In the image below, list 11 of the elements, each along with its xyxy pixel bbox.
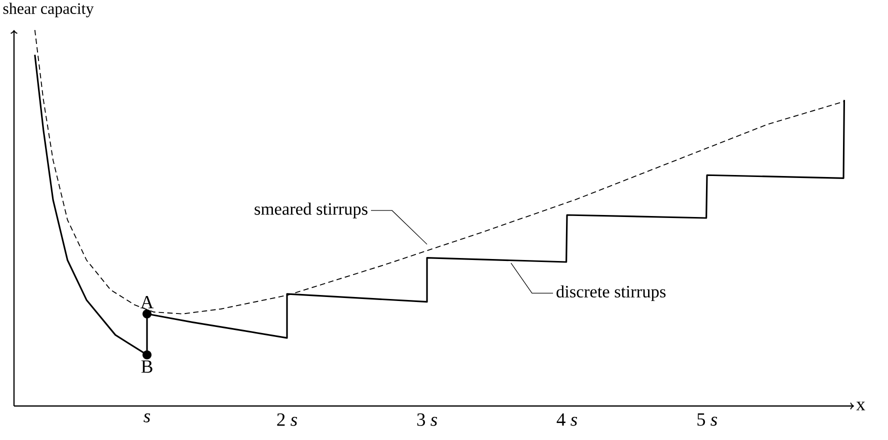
x-tick-label: s (144, 413, 150, 422)
annotation: B (141, 360, 152, 373)
y-axis-title: shear capacity (3, 2, 94, 18)
x-tick-label: 3 s (417, 413, 438, 426)
x-axis-title: x (856, 402, 866, 410)
x-tick-label: 4 s (556, 413, 578, 426)
x-tick-label: 5 s (697, 413, 718, 426)
text: smeared stirrups (254, 202, 368, 218)
annotation: A (140, 296, 154, 308)
series-label: discrete stirrups (556, 285, 666, 302)
x-tick-label: 2 s (277, 413, 298, 426)
